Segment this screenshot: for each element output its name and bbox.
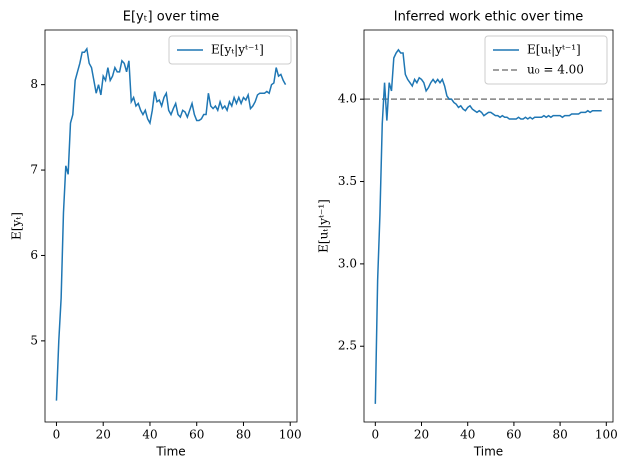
plot-frame <box>363 29 614 423</box>
y-tick-label: 3.5 <box>338 174 357 188</box>
legend-label: E[uₜ|yᵗ⁻¹] <box>527 43 581 57</box>
legend-label: u₀ = 4.00 <box>527 63 584 77</box>
x-tick-label: 100 <box>279 428 302 442</box>
y-tick-label: 6 <box>30 248 38 262</box>
chart-title: Inferred work ethic over time <box>394 10 584 25</box>
series-line <box>374 48 602 404</box>
x-axis-label: Time <box>473 445 503 459</box>
y-tick-label: 7 <box>30 163 38 177</box>
x-axis-label: Time <box>155 445 185 459</box>
x-tick-label: 60 <box>189 428 204 442</box>
legend-box <box>484 35 608 85</box>
legend-box <box>168 35 292 65</box>
x-tick-label: 100 <box>595 428 618 442</box>
plot-frame <box>44 29 298 423</box>
x-tick-label: 40 <box>142 428 157 442</box>
x-tick-label: 0 <box>371 428 379 442</box>
x-tick-label: 60 <box>506 428 521 442</box>
series-line <box>55 46 287 401</box>
y-axis-label: E[uₜ|yᵗ⁻¹] <box>317 199 331 253</box>
y-tick-label: 2.5 <box>338 339 357 353</box>
y-tick-label: 4.0 <box>338 92 357 106</box>
x-tick-label: 20 <box>96 428 111 442</box>
y-tick-label: 3.0 <box>338 256 357 270</box>
y-tick-label: 5 <box>30 333 38 347</box>
x-tick-label: 40 <box>460 428 475 442</box>
x-tick-label: 80 <box>236 428 251 442</box>
legend-label: E[yₜ|yᵗ⁻¹] <box>211 43 264 57</box>
x-tick-label: 80 <box>552 428 567 442</box>
x-tick-label: 20 <box>414 428 429 442</box>
y-axis-label: E[yₜ] <box>10 212 24 240</box>
x-tick-label: 0 <box>53 428 61 442</box>
y-tick-label: 8 <box>30 77 38 91</box>
chart-title: E[yₜ] over time <box>123 10 220 25</box>
